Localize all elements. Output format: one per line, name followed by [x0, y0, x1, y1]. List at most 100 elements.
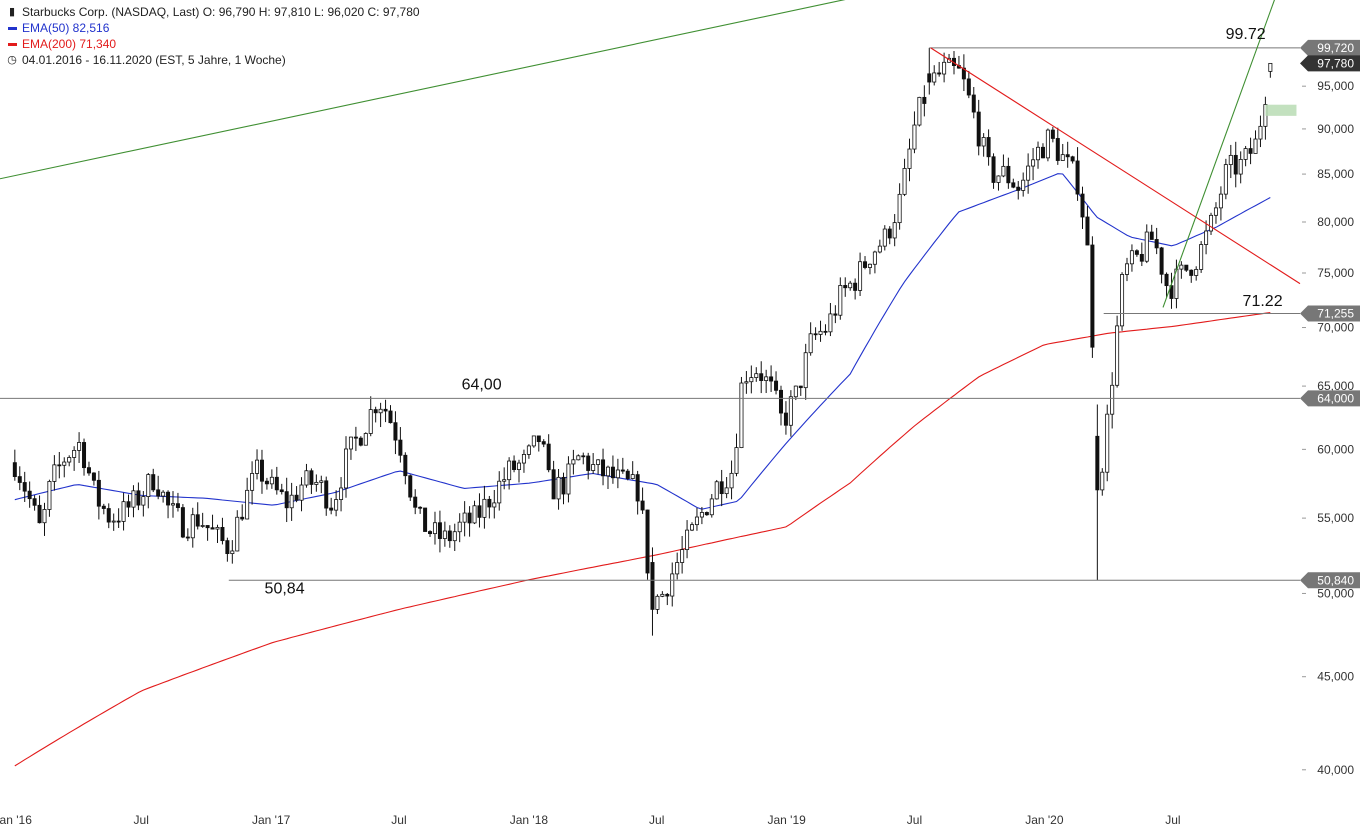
candle-body-up: [235, 516, 240, 552]
candle-body-down: [413, 496, 418, 508]
y-axis-labels: 40,000 45,000 50,000 55,000 60,000 65,000 70,0…: [1317, 79, 1354, 777]
candle: [729, 460, 734, 500]
legend-ema50-row[interactable]: EMA(50) 82,516: [6, 20, 420, 36]
target-zone-box: [1265, 104, 1297, 116]
candle-body-down: [309, 470, 314, 485]
candle-body-down: [843, 285, 848, 289]
candle: [388, 405, 393, 424]
candle-body-down: [264, 480, 269, 485]
candle: [314, 474, 319, 492]
candle: [121, 492, 126, 531]
candle-body-up: [1238, 159, 1243, 175]
candle: [279, 483, 284, 495]
candle-body-down: [1050, 129, 1055, 139]
candle-body-down: [1075, 160, 1080, 195]
candle-body-down: [126, 501, 131, 508]
candle: [986, 129, 991, 166]
candle-body-down: [279, 489, 284, 493]
candle: [319, 475, 324, 494]
candle: [442, 521, 447, 547]
candle-body-up: [245, 489, 250, 520]
candle-body-up: [526, 445, 531, 455]
candle-body-down: [467, 512, 472, 524]
candle-body-up: [299, 484, 304, 501]
candle-body-down: [1149, 231, 1154, 240]
candle-body-down: [665, 593, 670, 597]
candle: [47, 479, 52, 517]
level-annotation: 99.72: [1226, 26, 1266, 43]
candle: [690, 522, 695, 532]
candle-body-up: [200, 525, 205, 527]
candle-body-down: [259, 459, 264, 482]
candle: [526, 444, 531, 459]
candle-body-down: [185, 536, 190, 539]
candle: [793, 385, 798, 401]
candle-body-up: [67, 457, 72, 463]
candle-body-up: [141, 496, 146, 506]
candle: [472, 500, 477, 525]
candle: [1139, 242, 1144, 267]
candle-body-down: [1065, 154, 1070, 158]
candle: [1026, 153, 1031, 194]
candle: [1011, 178, 1016, 189]
candle-body-down: [136, 490, 141, 506]
candle: [423, 507, 428, 532]
candle: [546, 434, 551, 473]
candle-body-up: [482, 498, 487, 518]
candle: [220, 517, 225, 545]
candle: [225, 537, 230, 562]
candle-body-down: [976, 111, 981, 147]
candle-body-down: [1095, 435, 1100, 491]
candle: [1090, 236, 1095, 358]
candle: [922, 85, 927, 117]
candle: [719, 469, 724, 507]
candle: [907, 138, 912, 182]
candle: [195, 502, 200, 530]
candle: [403, 452, 408, 485]
candle: [447, 525, 452, 548]
legend-ema200-row[interactable]: EMA(200) 71,340: [6, 36, 420, 52]
candle-body-up: [344, 448, 349, 489]
candle: [250, 461, 255, 505]
candlestick-icon: ▮: [8, 6, 16, 18]
legend-period-row: ◷ 04.01.2016 - 16.11.2020 (EST, 5 Jahre,…: [6, 52, 420, 68]
candle-body-up: [556, 476, 561, 500]
candle: [1164, 272, 1169, 298]
candle-body-up: [121, 501, 126, 522]
candle: [309, 468, 314, 494]
candle-body-down: [156, 489, 161, 497]
candle: [255, 449, 260, 480]
candle: [685, 520, 690, 559]
candle-body-up: [378, 408, 383, 414]
candle-body-down: [487, 498, 492, 508]
candle: [156, 475, 161, 500]
candle: [171, 491, 176, 518]
candle: [284, 477, 289, 523]
candle: [1268, 62, 1273, 78]
candle: [1159, 246, 1164, 284]
candle: [1036, 141, 1041, 169]
candle-body-down: [437, 522, 442, 539]
candle: [77, 432, 82, 463]
candle: [517, 459, 522, 483]
candle-body-up: [685, 529, 690, 551]
last-price-badge: 97,780: [1300, 55, 1360, 72]
candle-body-up: [1209, 214, 1214, 232]
candle-body-down: [166, 491, 171, 506]
candle: [1050, 126, 1055, 143]
candle-body-down: [477, 505, 482, 518]
candle-body-down: [961, 67, 966, 80]
candle-body-up: [576, 455, 581, 461]
candle: [264, 477, 269, 490]
candle: [487, 495, 492, 519]
candle-body-up: [749, 377, 754, 383]
candle-body-up: [699, 512, 704, 518]
candle-body-down: [388, 410, 393, 424]
price-badge-label: 64,000: [1317, 391, 1354, 405]
candle: [615, 458, 620, 489]
candle: [596, 459, 601, 475]
candle: [185, 528, 190, 542]
legend-period: 04.01.2016 - 16.11.2020 (EST, 5 Jahre, 1…: [22, 53, 286, 67]
candle: [808, 322, 813, 356]
